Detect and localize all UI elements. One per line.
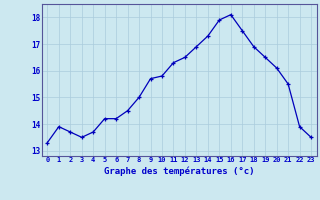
X-axis label: Graphe des températures (°c): Graphe des températures (°c) [104,166,254,176]
